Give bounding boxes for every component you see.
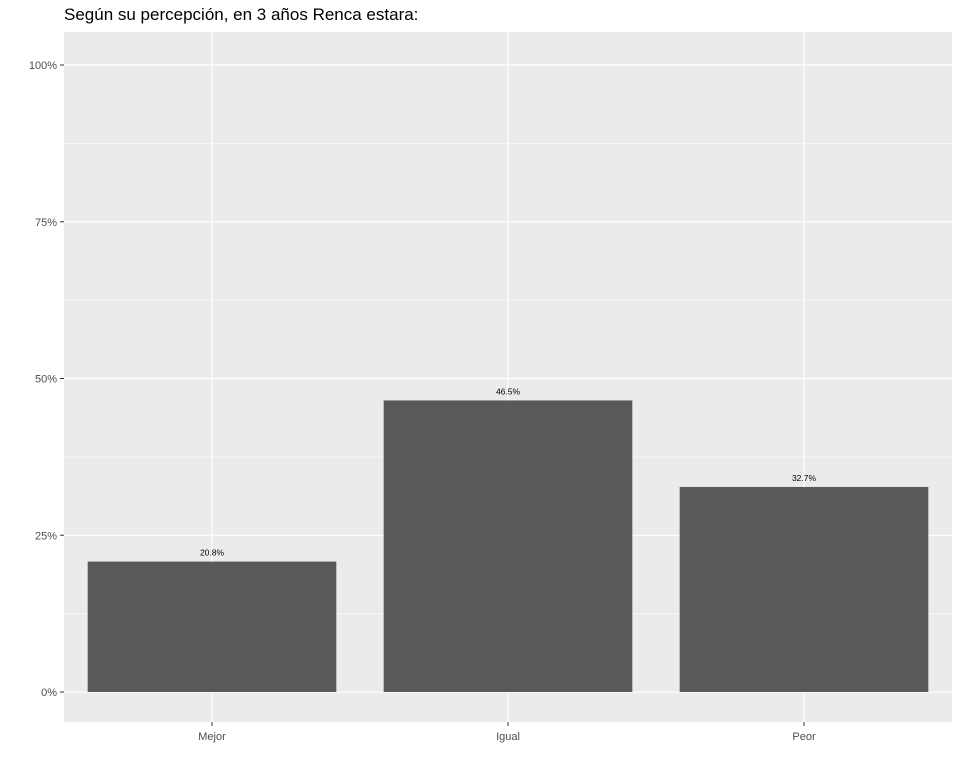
y-tick-label: 0% xyxy=(41,687,57,699)
x-tick-label: Igual xyxy=(496,731,520,743)
y-tick-label: 75% xyxy=(35,217,57,229)
y-tick-label: 50% xyxy=(35,374,57,386)
data-label: 32.7% xyxy=(792,473,817,483)
bar-igual[interactable] xyxy=(383,400,633,692)
x-tick-label: Mejor xyxy=(198,731,226,743)
y-tick-label: 25% xyxy=(35,530,57,542)
chart-title: Según su percepción, en 3 años Renca est… xyxy=(64,5,419,24)
bar-mejor[interactable] xyxy=(87,561,337,692)
y-tick-label: 100% xyxy=(29,60,57,72)
x-tick-label: Peor xyxy=(792,731,816,743)
bar-peor[interactable] xyxy=(679,486,929,692)
data-label: 46.5% xyxy=(496,386,521,396)
data-label: 20.8% xyxy=(200,548,225,558)
